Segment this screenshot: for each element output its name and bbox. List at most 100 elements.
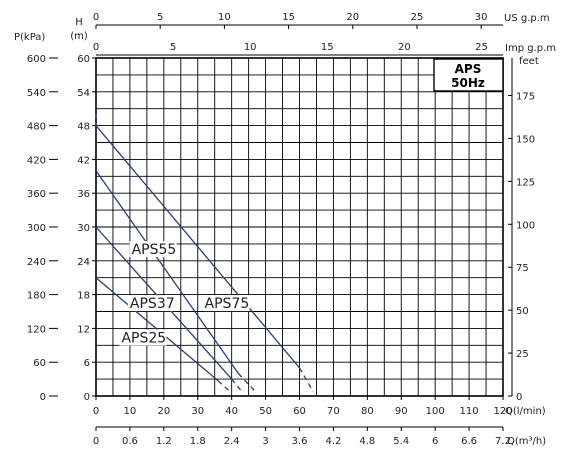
model-box bbox=[433, 58, 504, 92]
y-head-tick-label: 48 bbox=[77, 122, 90, 133]
x-m3h-tick-label: 0.6 bbox=[122, 436, 138, 447]
y-axis-kpa: 0 60 120 180 240 300 360 420 480 540 600 bbox=[27, 54, 58, 403]
y-kpa-tick-label: 120 bbox=[27, 324, 46, 335]
y-kpa-tick-label: 300 bbox=[27, 223, 46, 234]
aps55-curve bbox=[95, 170, 239, 374]
x-axis-m3h: 0 0.6 1.2 1.8 2.4 3 3.6 4.2 4.8 5.4 6 6.6 7.2 bbox=[93, 426, 511, 447]
x-m3h-tick-label: 6.6 bbox=[461, 436, 477, 447]
x-lpm-tick-label: 0 bbox=[93, 406, 99, 417]
x-lpm-tick-label: 20 bbox=[157, 406, 170, 417]
x-axis-imp-gpm: 0 5 10 15 20 25 bbox=[93, 42, 503, 56]
x-impgpm-tick-label: 20 bbox=[398, 42, 411, 53]
y-kpa-tick-label: 420 bbox=[27, 155, 46, 166]
x-m3h-tick-label: 0 bbox=[93, 436, 99, 447]
model-box-line1: APS bbox=[455, 62, 482, 76]
y-kpa-tick-label: 600 bbox=[27, 54, 46, 65]
y-kpa-tick-label: 180 bbox=[27, 291, 46, 302]
x-axis-us-gpm: 0 5 10 15 20 25 30 bbox=[93, 12, 503, 29]
y-feet-tick-label: 75 bbox=[516, 263, 529, 274]
y-feet-tick-label: 25 bbox=[516, 349, 529, 360]
x-usgpm-tick-label: 30 bbox=[475, 12, 488, 23]
x-lpm-tick-label: 70 bbox=[327, 406, 340, 417]
x-m3h-tick-label: 2.4 bbox=[224, 436, 240, 447]
x-usgpm-tick-label: 15 bbox=[282, 12, 295, 23]
y-head-tick-label: 12 bbox=[77, 324, 90, 335]
series-labels: APS55 APS37 APS75 APS25 bbox=[119, 241, 250, 346]
y-head-tick-label: 18 bbox=[77, 291, 90, 302]
y-kpa-tick-label: 480 bbox=[27, 122, 46, 133]
x-lpm-tick-label: 90 bbox=[395, 406, 408, 417]
y-head-tick-label: 30 bbox=[77, 223, 90, 234]
x-lpm-label: Q(l/min) bbox=[505, 406, 546, 417]
aps25-curve bbox=[95, 277, 219, 382]
x-lpm-tick-label: 50 bbox=[259, 406, 272, 417]
y-feet-tick-label: 150 bbox=[516, 134, 535, 145]
aps55-curve-extension bbox=[237, 373, 256, 392]
series-label-bg bbox=[129, 241, 177, 258]
x-m3h-tick-label: 3 bbox=[262, 436, 268, 447]
series-label-bg bbox=[202, 295, 250, 312]
x-m3h-tick-label: 6 bbox=[432, 436, 438, 447]
aps75-curve bbox=[95, 125, 300, 369]
x-axis-lpm: 0 10 20 30 40 50 60 70 80 90 100 110 120 bbox=[93, 396, 513, 417]
x-lpm-tick-label: 60 bbox=[293, 406, 306, 417]
y-kpa-tick-label: 360 bbox=[27, 189, 46, 200]
y-feet-tick-label: 100 bbox=[516, 220, 535, 231]
y-feet-tick-label: 50 bbox=[516, 306, 529, 317]
y-kpa-tick-label: 540 bbox=[27, 88, 46, 99]
x-impgpm-tick-label: 5 bbox=[170, 42, 176, 53]
x-impgpm-tick-label: 0 bbox=[93, 42, 99, 53]
y-head-unit: (m) bbox=[70, 31, 88, 42]
y-head-tick-label: 36 bbox=[77, 189, 90, 200]
y-head-label: H bbox=[75, 17, 83, 28]
x-impgpm-tick-label: 15 bbox=[321, 42, 334, 53]
aps37-curve-extension bbox=[231, 378, 243, 392]
x-lpm-tick-label: 80 bbox=[361, 406, 374, 417]
series-curves bbox=[95, 113, 314, 394]
x-lpm-tick-label: 120 bbox=[493, 406, 512, 417]
series-label-aps25: APS25 bbox=[121, 330, 166, 346]
x-usgpm-tick-label: 5 bbox=[157, 12, 163, 23]
series-label-aps75: APS75 bbox=[205, 296, 250, 312]
y-feet-label: feet bbox=[519, 56, 539, 67]
x-m3h-tick-label: 1.2 bbox=[156, 436, 172, 447]
x-usgpm-tick-label: 0 bbox=[93, 12, 99, 23]
y-kpa-label: P(kPa) bbox=[14, 32, 45, 43]
y-kpa-tick-label: 60 bbox=[33, 358, 46, 369]
x-m3h-tick-label: 7.2 bbox=[495, 436, 511, 447]
series-label-bg bbox=[119, 329, 167, 346]
y-head-tick-label: 54 bbox=[77, 88, 90, 99]
y-feet-tick-label: 0 bbox=[516, 392, 522, 403]
y-head-tick-label: 60 bbox=[77, 54, 90, 65]
y-head-tick-label: 24 bbox=[77, 257, 90, 268]
y-feet-tick-label: 125 bbox=[516, 177, 535, 188]
series-label-aps37: APS37 bbox=[130, 296, 175, 312]
y-kpa-tick-label: 240 bbox=[27, 257, 46, 268]
x-m3h-tick-label: 3.6 bbox=[292, 436, 308, 447]
chart-grid bbox=[96, 58, 503, 396]
x-lpm-tick-label: 110 bbox=[460, 406, 479, 417]
x-impgpm-tick-label: 10 bbox=[244, 42, 257, 53]
x-lpm-tick-label: 40 bbox=[225, 406, 238, 417]
x-m3h-label: Q(m³/h) bbox=[507, 436, 546, 447]
x-lpm-tick-label: 10 bbox=[124, 406, 137, 417]
aps75-curve-extension bbox=[298, 367, 314, 392]
x-lpm-tick-label: 30 bbox=[191, 406, 204, 417]
y-axis-head: 0 6 12 18 24 30 36 42 48 54 60 bbox=[77, 54, 96, 403]
y-axis-feet: 0 25 50 75 100 125 150 175 bbox=[508, 58, 535, 403]
x-usgpm-tick-label: 10 bbox=[218, 12, 231, 23]
series-label-bg bbox=[127, 295, 175, 312]
y-kpa-tick-label: 0 bbox=[40, 392, 46, 403]
x-m3h-tick-label: 5.4 bbox=[393, 436, 409, 447]
x-impgpm-label: Imp g.p.m bbox=[505, 43, 556, 54]
x-m3h-tick-label: 4.2 bbox=[325, 436, 341, 447]
aps25-curve-extension bbox=[217, 380, 233, 394]
x-lpm-tick-label: 100 bbox=[426, 406, 445, 417]
series-label-aps55: APS55 bbox=[132, 242, 177, 258]
x-m3h-tick-label: 1.8 bbox=[190, 436, 206, 447]
y-head-tick-label: 0 bbox=[84, 392, 90, 403]
x-usgpm-label: US g.p.m bbox=[504, 13, 550, 24]
model-box-line2: 50Hz bbox=[451, 76, 485, 90]
y-feet-tick-label: 175 bbox=[516, 92, 535, 103]
